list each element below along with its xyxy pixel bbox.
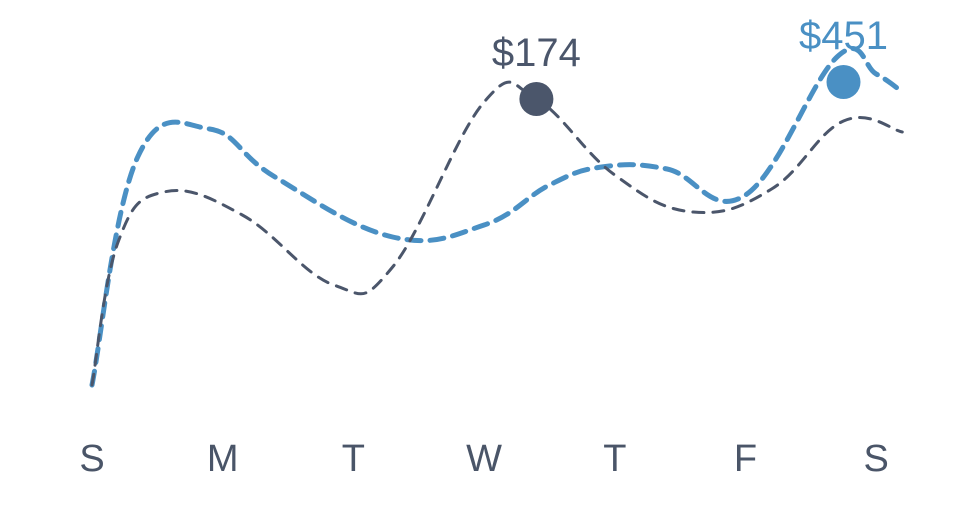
series-line-1 bbox=[89, 46, 905, 388]
x-tick-label: F bbox=[734, 438, 757, 480]
x-tick-label: S bbox=[864, 438, 889, 480]
x-tick-label: M bbox=[207, 438, 239, 480]
x-tick-label: T bbox=[342, 438, 365, 480]
callout-label-1: $174 bbox=[492, 31, 581, 75]
series-line-2 bbox=[90, 80, 904, 387]
callout-label-2: $451 bbox=[799, 14, 888, 58]
callout-point-1[interactable] bbox=[519, 82, 554, 116]
x-tick-label: T bbox=[603, 438, 626, 480]
x-tick-label: S bbox=[79, 438, 104, 480]
x-tick-label: W bbox=[466, 438, 502, 480]
callout-point-2[interactable] bbox=[826, 65, 861, 99]
